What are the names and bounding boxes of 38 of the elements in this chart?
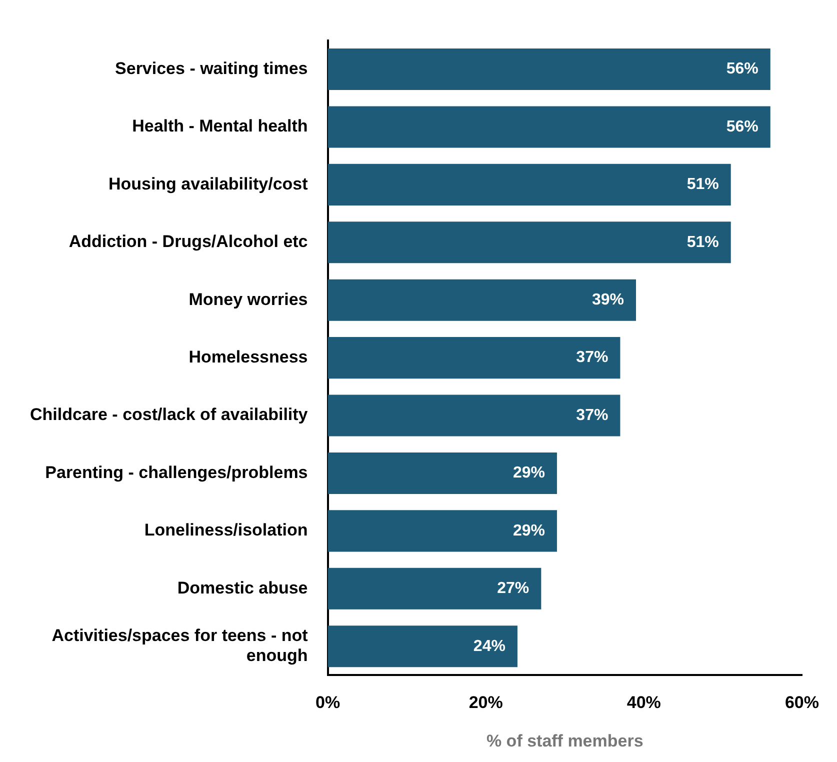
- bar: [328, 626, 518, 668]
- y-tick-label: Childcare - cost/lack of availability: [30, 405, 308, 424]
- data-label: 29%: [512, 464, 545, 482]
- bar: [328, 279, 636, 321]
- x-tick-label: 20%: [468, 693, 503, 712]
- x-tick-label: 0%: [315, 693, 340, 712]
- data-label: 29%: [512, 522, 545, 540]
- bar: [328, 568, 542, 610]
- bar: [328, 510, 557, 552]
- bar: [328, 222, 731, 264]
- y-tick-label: Addiction - Drugs/Alcohol etc: [68, 232, 308, 252]
- y-tick-label: Domestic abuse: [177, 578, 308, 598]
- x-tick-label: 40%: [626, 693, 661, 712]
- y-tick-label: Health - Mental health: [132, 116, 308, 136]
- data-label: 56%: [726, 118, 758, 136]
- data-label: 37%: [576, 349, 608, 366]
- data-label: 39%: [592, 291, 624, 308]
- bar: [328, 106, 770, 148]
- x-tick-label: 60%: [784, 693, 820, 712]
- y-tick-label: Housing availability/cost: [108, 174, 308, 194]
- data-label: 27%: [497, 580, 530, 598]
- data-label: 51%: [686, 234, 719, 251]
- bar: [328, 452, 557, 494]
- data-label: 37%: [576, 406, 608, 424]
- bar: [328, 164, 731, 206]
- y-tick-label: Services - waiting times: [115, 58, 308, 78]
- bar: [328, 48, 770, 90]
- data-label: 56%: [726, 60, 758, 78]
- x-axis-title: % of staff members: [486, 731, 644, 750]
- data-label: 24%: [473, 638, 506, 655]
- y-tick-label: Activities/spaces for teens - not enough: [52, 626, 308, 666]
- bar: [328, 337, 620, 379]
- bar: [328, 394, 620, 436]
- y-tick-label: Parenting - challenges/problems: [45, 462, 308, 482]
- y-tick-label: Homelessness: [188, 347, 308, 366]
- data-label: 51%: [686, 176, 719, 194]
- y-tick-label: Loneliness/isolation: [144, 520, 308, 540]
- y-tick-label: Money worries: [188, 290, 308, 309]
